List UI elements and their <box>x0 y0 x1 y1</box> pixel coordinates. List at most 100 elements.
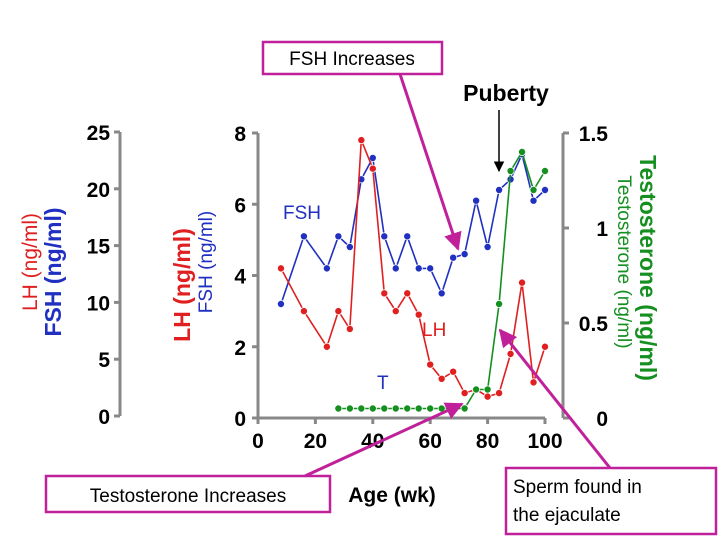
lh-data-point <box>299 307 308 316</box>
t-data-point <box>460 404 469 413</box>
outer-axis-tick-label: 10 <box>87 292 110 315</box>
lh-data-point <box>449 367 458 376</box>
fsh-data-point <box>334 232 343 241</box>
sperm-found-box <box>504 466 718 536</box>
t-data-point <box>345 404 354 413</box>
t-data-point <box>357 404 366 413</box>
inner-lh-axis-label: LH (ng/ml) <box>169 228 195 342</box>
fsh-data-point <box>414 264 423 273</box>
lh-data-point <box>483 392 492 401</box>
t-data-point <box>414 404 423 413</box>
outer-axis-tick-label: 5 <box>98 349 110 372</box>
testosterone-increases-text: Testosterone Increases <box>90 486 286 507</box>
fsh-increases-box <box>261 40 444 76</box>
outer-fsh-axis-label: FSH (ng/ml) <box>40 207 66 336</box>
lh-data-point <box>368 164 377 173</box>
fsh-data-point <box>483 242 492 251</box>
lh-data-point <box>322 342 331 351</box>
series-layer <box>276 136 550 413</box>
lh-series-line <box>280 139 546 398</box>
fsh-data-point <box>276 299 285 308</box>
lh-data-point <box>506 349 515 358</box>
inner-axis-tick-label: 4 <box>234 266 246 289</box>
fsh-data-point <box>403 232 412 241</box>
lh-data-point <box>518 278 527 287</box>
t-data-point <box>495 299 504 308</box>
t-data-point <box>506 166 515 175</box>
lh-data-point <box>426 360 435 369</box>
fsh-data-point <box>426 264 435 273</box>
t-data-point <box>472 385 481 394</box>
t-data-point <box>368 404 377 413</box>
testosterone-increases-box <box>44 474 332 514</box>
lh-data-point <box>357 136 366 145</box>
fsh-data-point <box>299 232 308 241</box>
lh-data-point <box>495 389 504 398</box>
lh-series-label: LH <box>422 320 446 341</box>
sperm-found-arrow <box>498 328 612 469</box>
fsh-series-label: FSH <box>283 203 321 224</box>
t-series-line <box>338 150 546 410</box>
lh-data-point <box>460 389 469 398</box>
inner-axis-tick-label: 0 <box>234 408 246 431</box>
inner-axis-tick-label: 6 <box>234 194 246 217</box>
x-axis: 0 20 40 60 80 100 <box>252 416 563 453</box>
outer-axis-tick-label: 20 <box>87 179 110 202</box>
fsh-data-point <box>449 253 458 262</box>
outer-axis-tick-label: 25 <box>87 122 111 145</box>
x-axis-tick-label: 0 <box>252 430 264 453</box>
x-axis-tick-label: 20 <box>304 430 327 453</box>
t-series-label: T <box>377 373 389 394</box>
lh-data-point <box>276 264 285 273</box>
lh-data-point <box>345 324 354 333</box>
lh-data-point <box>414 310 423 319</box>
t-data-point <box>334 404 343 413</box>
t-data-point <box>403 404 412 413</box>
fsh-data-point <box>345 242 354 251</box>
right-axis-tick-label: 0.5 <box>579 313 609 336</box>
fsh-increases-arrow <box>398 73 462 251</box>
outer-axis-tick-label: 15 <box>87 236 111 259</box>
lh-data-point <box>403 289 412 298</box>
t-data-point <box>483 385 492 394</box>
lh-data-point <box>380 289 389 298</box>
inner-axis-tick-label: 2 <box>234 337 246 360</box>
outer-lh-fsh-axis: 0 5 10 15 20 25 <box>87 122 122 429</box>
lh-data-point <box>437 374 446 383</box>
fsh-data-point <box>380 232 389 241</box>
lh-data-point <box>529 378 538 387</box>
x-axis-tick-label: 60 <box>419 430 442 453</box>
fsh-data-point <box>472 196 481 205</box>
outer-axis-tick-label: 0 <box>98 406 110 429</box>
fsh-series-line <box>280 151 546 305</box>
sperm-found-line-2: the ejaculate <box>513 505 621 526</box>
fsh-increases-text: FSH Increases <box>289 49 415 70</box>
t-data-point <box>529 185 538 194</box>
puberty-label: Puberty <box>463 80 549 106</box>
t-data-point <box>426 404 435 413</box>
t-data-point <box>541 166 550 175</box>
lh-data-point <box>541 342 550 351</box>
lh-data-point <box>391 307 400 316</box>
testosterone-axis: 0 0.5 1 1.5 <box>561 123 609 431</box>
sperm-found-line-1: Sperm found in <box>513 477 642 498</box>
fsh-data-point <box>322 264 331 273</box>
fsh-data-point <box>541 185 550 194</box>
outer-lh-axis-label: LH (ng/ml) <box>19 213 42 311</box>
t-data-point <box>380 404 389 413</box>
right-axis-tick-label: 0 <box>596 408 608 431</box>
inner-axis-tick-label: 8 <box>234 123 246 146</box>
fsh-data-point <box>437 289 446 298</box>
inner-fsh-axis-label: FSH (ng/ml) <box>196 211 217 313</box>
t-data-point <box>391 404 400 413</box>
testosterone-axis-label-bold: Testosterone (ng/ml) <box>635 155 661 381</box>
right-axis-tick-label: 1.5 <box>579 123 609 146</box>
inner-lh-fsh-axis: 0 2 4 6 8 <box>234 123 260 431</box>
lh-data-point <box>334 307 343 316</box>
fsh-data-point <box>460 250 469 259</box>
right-axis-tick-label: 1 <box>596 218 608 241</box>
x-axis-tick-label: 80 <box>476 430 499 453</box>
testosterone-axis-label-thin: Testosterone (ng/ml) <box>613 175 634 348</box>
